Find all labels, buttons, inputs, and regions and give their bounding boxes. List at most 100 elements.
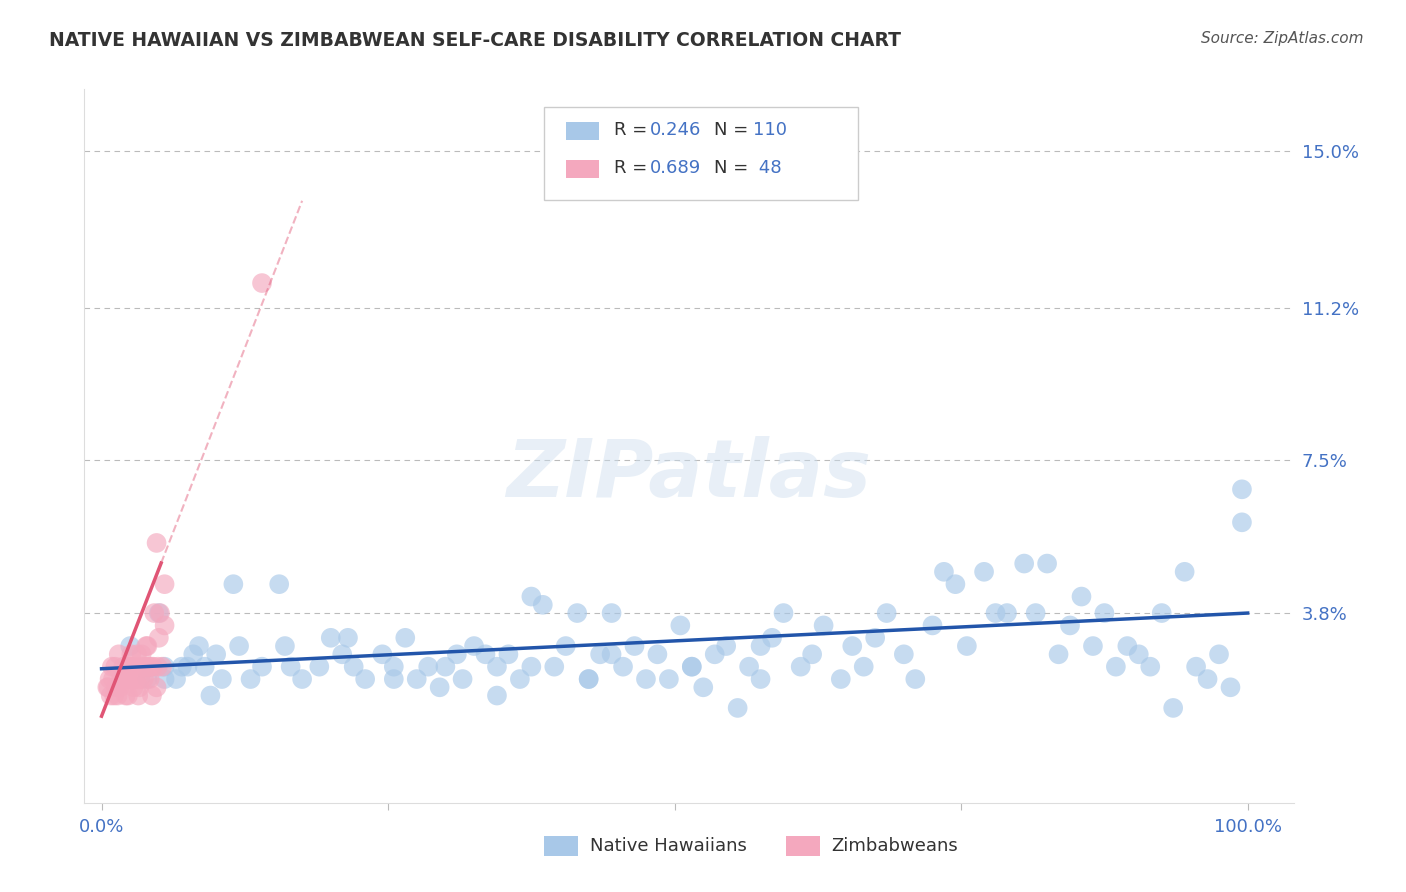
Point bbox=[127, 689, 149, 703]
Point bbox=[125, 648, 148, 662]
Point bbox=[1139, 659, 1161, 673]
Point bbox=[153, 659, 176, 673]
Point bbox=[830, 672, 852, 686]
Point bbox=[103, 689, 125, 703]
Text: Native Hawaiians: Native Hawaiians bbox=[589, 837, 747, 855]
Point bbox=[371, 648, 394, 662]
Point bbox=[727, 701, 749, 715]
Point bbox=[1174, 565, 1197, 579]
Point bbox=[446, 648, 468, 662]
Point bbox=[1047, 648, 1070, 662]
Point bbox=[761, 631, 783, 645]
Point bbox=[121, 672, 143, 686]
Point bbox=[738, 659, 761, 673]
Point bbox=[112, 659, 135, 673]
Point bbox=[1161, 701, 1184, 715]
Point bbox=[250, 276, 273, 290]
Bar bbox=[565, 122, 599, 140]
Point bbox=[176, 659, 198, 673]
Point bbox=[658, 672, 681, 686]
Point bbox=[789, 659, 811, 673]
FancyBboxPatch shape bbox=[544, 107, 858, 200]
Point bbox=[418, 659, 440, 673]
Point bbox=[117, 689, 139, 703]
Point bbox=[1208, 648, 1230, 662]
Point bbox=[1092, 606, 1115, 620]
Point bbox=[101, 672, 124, 686]
Point bbox=[956, 639, 979, 653]
Point bbox=[269, 577, 291, 591]
Point bbox=[1012, 557, 1035, 571]
Point bbox=[222, 577, 245, 591]
Point bbox=[343, 659, 366, 673]
Point bbox=[852, 659, 875, 673]
Point bbox=[200, 689, 222, 703]
Point bbox=[434, 659, 457, 673]
Point bbox=[1116, 639, 1139, 653]
Point bbox=[100, 689, 122, 703]
Text: ZIPatlas: ZIPatlas bbox=[506, 435, 872, 514]
Point bbox=[153, 672, 176, 686]
Point bbox=[1128, 648, 1150, 662]
Point bbox=[485, 659, 508, 673]
Text: 110: 110 bbox=[754, 121, 787, 139]
Text: 0.689: 0.689 bbox=[650, 159, 702, 177]
Point bbox=[138, 672, 160, 686]
Point bbox=[131, 648, 153, 662]
Point bbox=[863, 631, 886, 645]
Point bbox=[336, 631, 359, 645]
Point bbox=[122, 681, 145, 695]
Point bbox=[394, 631, 416, 645]
Point bbox=[681, 659, 703, 673]
Point bbox=[932, 565, 955, 579]
Point bbox=[578, 672, 600, 686]
Point bbox=[1185, 659, 1208, 673]
Text: NATIVE HAWAIIAN VS ZIMBABWEAN SELF-CARE DISABILITY CORRELATION CHART: NATIVE HAWAIIAN VS ZIMBABWEAN SELF-CARE … bbox=[49, 31, 901, 50]
Point bbox=[405, 672, 427, 686]
Point bbox=[772, 606, 794, 620]
Text: N =: N = bbox=[714, 159, 755, 177]
Point bbox=[129, 672, 152, 686]
Point bbox=[429, 681, 451, 695]
Point bbox=[1081, 639, 1104, 653]
Point bbox=[703, 648, 725, 662]
Point bbox=[749, 672, 772, 686]
Point bbox=[280, 659, 302, 673]
Text: Source: ZipAtlas.com: Source: ZipAtlas.com bbox=[1201, 31, 1364, 46]
Point bbox=[111, 672, 134, 686]
Point bbox=[319, 631, 342, 645]
Point bbox=[509, 672, 531, 686]
Point bbox=[1197, 672, 1219, 686]
Point bbox=[567, 606, 589, 620]
Bar bbox=[544, 837, 578, 856]
Point bbox=[104, 659, 127, 673]
Text: Zimbabweans: Zimbabweans bbox=[831, 837, 959, 855]
Point bbox=[194, 659, 217, 673]
Point bbox=[1219, 681, 1241, 695]
Point bbox=[136, 639, 159, 653]
Point bbox=[623, 639, 645, 653]
Point bbox=[274, 639, 297, 653]
Point bbox=[1036, 557, 1059, 571]
Point bbox=[893, 648, 915, 662]
Point bbox=[876, 606, 898, 620]
Point bbox=[330, 648, 353, 662]
Point bbox=[143, 606, 166, 620]
Point bbox=[148, 606, 170, 620]
Point bbox=[181, 648, 204, 662]
Point bbox=[578, 672, 600, 686]
Point bbox=[96, 681, 118, 695]
Point bbox=[105, 681, 128, 695]
Point bbox=[142, 659, 165, 673]
Point bbox=[125, 672, 148, 686]
Point bbox=[451, 672, 474, 686]
Point bbox=[995, 606, 1018, 620]
Text: 0.246: 0.246 bbox=[650, 121, 702, 139]
Point bbox=[135, 639, 157, 653]
Point bbox=[149, 606, 172, 620]
Point bbox=[714, 639, 737, 653]
Point bbox=[801, 648, 824, 662]
Point bbox=[153, 618, 176, 632]
Point bbox=[612, 659, 634, 673]
Point bbox=[841, 639, 863, 653]
